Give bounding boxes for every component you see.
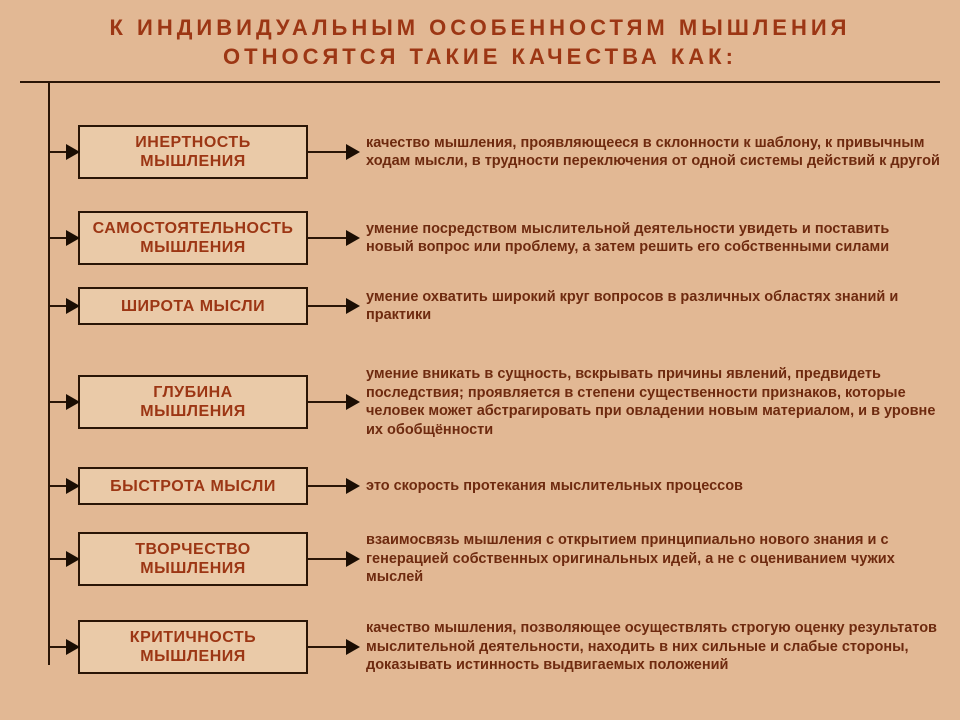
title-line-1: К ИНДИВИДУАЛЬНЫМ ОСОБЕННОСТЯМ МЫШЛЕНИЯ [110,15,851,40]
quality-label: КРИТИЧНОСТЬ [82,628,304,647]
branch-arrow [48,485,78,487]
quality-row: КРИТИЧНОСТЬМЫШЛЕНИЯ качество мышления, по… [48,619,940,675]
connector-arrow [308,401,358,403]
quality-description: умение охватить широкий круг вопросов в … [358,288,940,325]
quality-label: МЫШЛЕНИЯ [82,152,304,171]
quality-label: САМОСТОЯТЕЛЬНОСТЬ [82,219,304,238]
quality-card: ИНЕРТНОСТЬМЫШЛЕНИЯ [78,125,308,179]
quality-description: это скорость протекания мыслительных про… [358,477,940,496]
quality-card: КРИТИЧНОСТЬМЫШЛЕНИЯ [78,620,308,674]
quality-row: ШИРОТА МЫСЛИ умение охватить широкий круг… [48,287,940,325]
quality-label: ТВОРЧЕСТВО [82,540,304,559]
quality-card: БЫСТРОТА МЫСЛИ [78,467,308,505]
arrowhead-icon [346,230,360,246]
branch-arrow [48,151,78,153]
quality-description: качество мышления, позволяющее осуществл… [358,619,940,675]
page-title: К ИНДИВИДУАЛЬНЫМ ОСОБЕННОСТЯМ МЫШЛЕНИЯ О… [0,0,960,79]
arrowhead-icon [66,394,80,410]
quality-row: ГЛУБИНАМЫШЛЕНИЯ умение вникать в сущность… [48,365,940,439]
quality-row: ТВОРЧЕСТВОМЫШЛЕНИЯ взаимосвязь мышления с… [48,531,940,587]
quality-label: МЫШЛЕНИЯ [82,238,304,257]
quality-label: ШИРОТА МЫСЛИ [82,297,304,316]
quality-label: ИНЕРТНОСТЬ [82,133,304,152]
quality-row: ИНЕРТНОСТЬМЫШЛЕНИЯ качество мышления, про… [48,125,940,179]
branch-arrow [48,305,78,307]
arrowhead-icon [66,551,80,567]
arrowhead-icon [346,394,360,410]
quality-row: БЫСТРОТА МЫСЛИ это скорость протекания мы… [48,467,940,505]
arrowhead-icon [346,298,360,314]
title-line-2: ОТНОСЯТСЯ ТАКИЕ КАЧЕСТВА КАК: [223,44,737,69]
quality-description: качество мышления, проявляющееся в склон… [358,134,940,171]
branch-arrow [48,237,78,239]
quality-label: МЫШЛЕНИЯ [82,647,304,666]
quality-label: МЫШЛЕНИЯ [82,559,304,578]
arrowhead-icon [346,551,360,567]
arrowhead-icon [66,144,80,160]
arrowhead-icon [66,639,80,655]
quality-label: МЫШЛЕНИЯ [82,402,304,421]
quality-label: ГЛУБИНА [82,383,304,402]
quality-card: САМОСТОЯТЕЛЬНОСТЬМЫШЛЕНИЯ [78,211,308,265]
quality-card: ГЛУБИНАМЫШЛЕНИЯ [78,375,308,429]
quality-description: взаимосвязь мышления с открытием принцип… [358,531,940,587]
quality-description: умение посредством мыслительной деятельн… [358,220,940,257]
arrowhead-icon [66,478,80,494]
arrowhead-icon [66,230,80,246]
quality-card: ТВОРЧЕСТВОМЫШЛЕНИЯ [78,532,308,586]
branch-arrow [48,558,78,560]
branch-arrow [48,401,78,403]
quality-description: умение вникать в сущность, вскрывать при… [358,365,940,439]
connector-arrow [308,151,358,153]
arrowhead-icon [346,144,360,160]
connector-arrow [308,485,358,487]
connector-arrow [308,646,358,648]
diagram-area: ИНЕРТНОСТЬМЫШЛЕНИЯкачество мышления, про… [0,83,960,703]
arrowhead-icon [346,639,360,655]
connector-arrow [308,558,358,560]
arrowhead-icon [66,298,80,314]
quality-row: САМОСТОЯТЕЛЬНОСТЬМЫШЛЕНИЯ умение посредст… [48,211,940,265]
connector-arrow [308,305,358,307]
quality-card: ШИРОТА МЫСЛИ [78,287,308,325]
quality-label: БЫСТРОТА МЫСЛИ [82,477,304,496]
branch-arrow [48,646,78,648]
connector-arrow [308,237,358,239]
arrowhead-icon [346,478,360,494]
